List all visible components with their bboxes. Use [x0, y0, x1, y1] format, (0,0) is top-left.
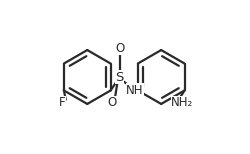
Text: NH: NH — [126, 84, 144, 97]
Text: NH₂: NH₂ — [171, 96, 193, 109]
Text: O: O — [115, 42, 124, 55]
Text: F: F — [59, 96, 66, 109]
Text: O: O — [107, 96, 117, 109]
Text: S: S — [116, 71, 124, 83]
